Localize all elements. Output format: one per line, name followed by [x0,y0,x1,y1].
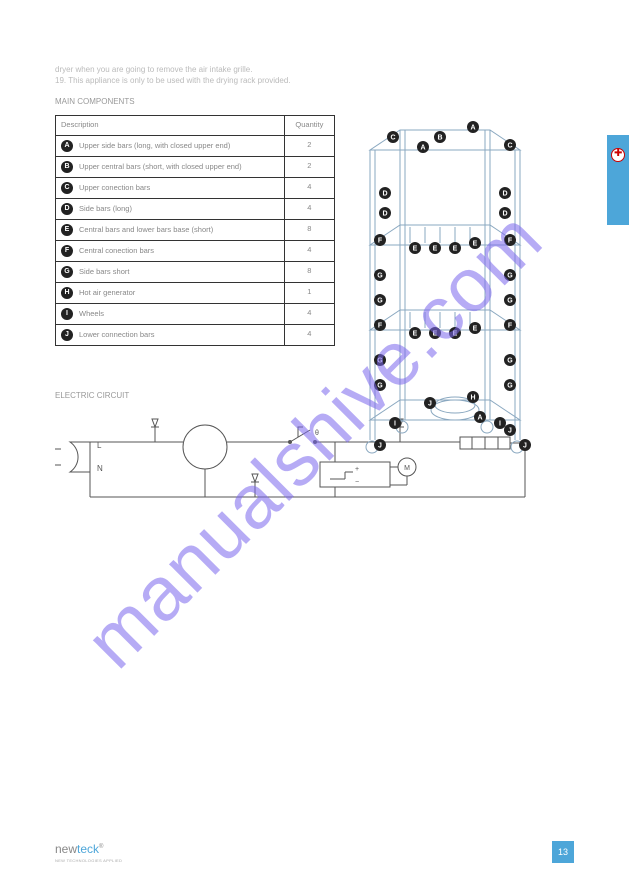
table-row: DSide bars (long)4 [56,198,335,219]
table-row: GSide bars short8 [56,261,335,282]
svg-text:G: G [507,273,513,280]
svg-text:A: A [420,145,425,152]
table-row: BUpper central bars (short, with closed … [56,156,335,177]
svg-text:E: E [413,246,418,253]
svg-text:E: E [433,331,438,338]
label-c: C [61,182,73,194]
svg-text:θ: θ [315,430,319,437]
label-b: B [61,161,73,173]
svg-text:D: D [382,191,387,198]
svg-text:D: D [502,191,507,198]
brand-logo: newteck® NEW TECHNOLOGIES APPLIED [55,840,122,863]
svg-text:D: D [382,211,387,218]
table-row: HHot air generator1 [56,282,335,303]
svg-text:E: E [433,246,438,253]
label-i: I [61,308,73,320]
svg-text:I: I [394,421,396,428]
svg-text:F: F [378,323,383,330]
svg-text:N: N [97,464,103,473]
svg-text:J: J [523,443,527,450]
svg-text:G: G [507,358,513,365]
svg-text:E: E [473,241,478,248]
label-e: E [61,224,73,236]
svg-text:D: D [502,211,507,218]
label-a: A [61,140,73,152]
svg-text:J: J [508,428,512,435]
table-row: AUpper side bars (long, with closed uppe… [56,135,335,156]
svg-text:E: E [473,326,478,333]
svg-text:F: F [508,238,513,245]
svg-text:C: C [390,135,395,142]
svg-text:A: A [477,415,482,422]
svg-text:E: E [413,331,418,338]
svg-text:C: C [507,143,512,150]
svg-text:E: E [453,331,458,338]
svg-text:G: G [507,298,513,305]
intro-line-2: 19. This appliance is only to be used wi… [55,76,574,87]
svg-text:E: E [453,246,458,253]
parts-table: Description Quantity AUpper side bars (l… [55,115,335,345]
svg-text:G: G [377,358,383,365]
table-row: ECentral bars and lower bars base (short… [56,219,335,240]
label-d: D [61,203,73,215]
svg-text:−: − [355,479,359,486]
svg-text:G: G [377,383,383,390]
header-description: Description [56,116,285,135]
svg-text:H: H [470,395,475,402]
svg-text:G: G [377,273,383,280]
header-quantity: Quantity [284,116,334,135]
svg-text:G: G [507,383,513,390]
uk-flag-icon [611,148,625,162]
table-row: IWheels4 [56,303,335,324]
label-f: F [61,245,73,257]
rack-diagram: A B A C C D D D D F F E E [350,115,574,345]
table-row: CUpper conection bars4 [56,177,335,198]
table-header-row: Description Quantity [56,116,335,135]
label-h: H [61,287,73,299]
svg-text:G: G [377,298,383,305]
table-row: JLower connection bars4 [56,324,335,345]
page-number: 13 [552,841,574,863]
intro-line-1: dryer when you are going to remove the a… [55,65,574,76]
svg-text:J: J [428,401,432,408]
svg-text:B: B [437,135,442,142]
page-content: dryer when you are going to remove the a… [0,0,629,516]
svg-text:J: J [378,443,382,450]
label-g: G [61,266,73,278]
label-j: J [61,329,73,341]
table-row: FCentral conection bars4 [56,240,335,261]
svg-text:I: I [499,421,501,428]
svg-text:F: F [508,323,513,330]
svg-text:A: A [470,125,475,132]
svg-text:F: F [378,238,383,245]
